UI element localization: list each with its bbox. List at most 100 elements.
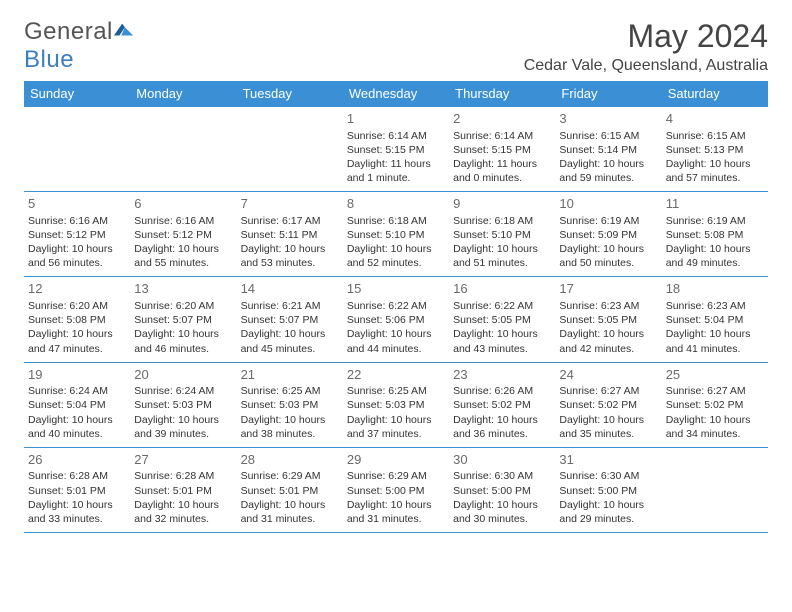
sunrise-line: Sunrise: 6:27 AM (666, 384, 764, 398)
daylight-line: Daylight: 11 hours and 0 minutes. (453, 157, 551, 185)
daylight-line: Daylight: 10 hours and 50 minutes. (559, 242, 657, 270)
daylight-line: Daylight: 10 hours and 53 minutes. (241, 242, 339, 270)
sunset-line: Sunset: 5:04 PM (28, 398, 126, 412)
sunrise-line: Sunrise: 6:23 AM (559, 299, 657, 313)
sunset-line: Sunset: 5:11 PM (241, 228, 339, 242)
day-number: 15 (347, 280, 445, 298)
header: GeneralBlue May 2024 Cedar Vale, Queensl… (24, 18, 768, 75)
sunset-line: Sunset: 5:07 PM (241, 313, 339, 327)
day-number: 12 (28, 280, 126, 298)
sunset-line: Sunset: 5:01 PM (241, 484, 339, 498)
sunset-line: Sunset: 5:03 PM (241, 398, 339, 412)
calendar-week: 26Sunrise: 6:28 AMSunset: 5:01 PMDayligh… (24, 447, 768, 532)
sunset-line: Sunset: 5:02 PM (453, 398, 551, 412)
calendar-day: 14Sunrise: 6:21 AMSunset: 5:07 PMDayligh… (237, 277, 343, 362)
daylight-line: Daylight: 10 hours and 30 minutes. (453, 498, 551, 526)
day-header: Monday (130, 81, 236, 107)
calendar-week: 5Sunrise: 6:16 AMSunset: 5:12 PMDaylight… (24, 192, 768, 277)
calendar-week: 12Sunrise: 6:20 AMSunset: 5:08 PMDayligh… (24, 277, 768, 362)
calendar-day: 20Sunrise: 6:24 AMSunset: 5:03 PMDayligh… (130, 362, 236, 447)
daylight-line: Daylight: 10 hours and 39 minutes. (134, 413, 232, 441)
day-number: 29 (347, 451, 445, 469)
day-number: 2 (453, 110, 551, 128)
daylight-line: Daylight: 10 hours and 51 minutes. (453, 242, 551, 270)
day-number: 28 (241, 451, 339, 469)
daylight-line: Daylight: 10 hours and 33 minutes. (28, 498, 126, 526)
calendar-table: SundayMondayTuesdayWednesdayThursdayFrid… (24, 81, 768, 533)
sunrise-line: Sunrise: 6:14 AM (347, 129, 445, 143)
day-number: 30 (453, 451, 551, 469)
daylight-line: Daylight: 10 hours and 29 minutes. (559, 498, 657, 526)
sunrise-line: Sunrise: 6:25 AM (347, 384, 445, 398)
day-header: Saturday (662, 81, 768, 107)
sunset-line: Sunset: 5:00 PM (453, 484, 551, 498)
daylight-line: Daylight: 10 hours and 57 minutes. (666, 157, 764, 185)
sunrise-line: Sunrise: 6:24 AM (134, 384, 232, 398)
calendar-day: 29Sunrise: 6:29 AMSunset: 5:00 PMDayligh… (343, 447, 449, 532)
calendar-day: 7Sunrise: 6:17 AMSunset: 5:11 PMDaylight… (237, 192, 343, 277)
sunset-line: Sunset: 5:02 PM (559, 398, 657, 412)
calendar-day: 18Sunrise: 6:23 AMSunset: 5:04 PMDayligh… (662, 277, 768, 362)
calendar-day: 26Sunrise: 6:28 AMSunset: 5:01 PMDayligh… (24, 447, 130, 532)
day-number: 13 (134, 280, 232, 298)
calendar-day: 17Sunrise: 6:23 AMSunset: 5:05 PMDayligh… (555, 277, 661, 362)
calendar-day: 10Sunrise: 6:19 AMSunset: 5:09 PMDayligh… (555, 192, 661, 277)
sunrise-line: Sunrise: 6:26 AM (453, 384, 551, 398)
sunset-line: Sunset: 5:15 PM (453, 143, 551, 157)
daylight-line: Daylight: 10 hours and 45 minutes. (241, 327, 339, 355)
sunrise-line: Sunrise: 6:27 AM (559, 384, 657, 398)
sunrise-line: Sunrise: 6:16 AM (134, 214, 232, 228)
calendar-day: 8Sunrise: 6:18 AMSunset: 5:10 PMDaylight… (343, 192, 449, 277)
daylight-line: Daylight: 10 hours and 55 minutes. (134, 242, 232, 270)
sunset-line: Sunset: 5:01 PM (28, 484, 126, 498)
sunset-line: Sunset: 5:00 PM (347, 484, 445, 498)
day-number: 5 (28, 195, 126, 213)
daylight-line: Daylight: 10 hours and 32 minutes. (134, 498, 232, 526)
day-number: 31 (559, 451, 657, 469)
daylight-line: Daylight: 10 hours and 47 minutes. (28, 327, 126, 355)
calendar-day: 19Sunrise: 6:24 AMSunset: 5:04 PMDayligh… (24, 362, 130, 447)
calendar-day: 23Sunrise: 6:26 AMSunset: 5:02 PMDayligh… (449, 362, 555, 447)
sunset-line: Sunset: 5:12 PM (134, 228, 232, 242)
daylight-line: Daylight: 10 hours and 56 minutes. (28, 242, 126, 270)
sunrise-line: Sunrise: 6:14 AM (453, 129, 551, 143)
sunrise-line: Sunrise: 6:20 AM (134, 299, 232, 313)
sunrise-line: Sunrise: 6:16 AM (28, 214, 126, 228)
day-header: Sunday (24, 81, 130, 107)
sunset-line: Sunset: 5:05 PM (453, 313, 551, 327)
sunrise-line: Sunrise: 6:19 AM (559, 214, 657, 228)
calendar-day-empty (662, 447, 768, 532)
calendar-day: 6Sunrise: 6:16 AMSunset: 5:12 PMDaylight… (130, 192, 236, 277)
sunrise-line: Sunrise: 6:29 AM (241, 469, 339, 483)
sunset-line: Sunset: 5:08 PM (28, 313, 126, 327)
daylight-line: Daylight: 10 hours and 34 minutes. (666, 413, 764, 441)
sunset-line: Sunset: 5:15 PM (347, 143, 445, 157)
day-number: 8 (347, 195, 445, 213)
calendar-day: 15Sunrise: 6:22 AMSunset: 5:06 PMDayligh… (343, 277, 449, 362)
day-number: 18 (666, 280, 764, 298)
sunset-line: Sunset: 5:10 PM (347, 228, 445, 242)
page-title: May 2024 (524, 18, 768, 55)
sunset-line: Sunset: 5:04 PM (666, 313, 764, 327)
calendar-body: 1Sunrise: 6:14 AMSunset: 5:15 PMDaylight… (24, 107, 768, 533)
day-number: 7 (241, 195, 339, 213)
sunrise-line: Sunrise: 6:24 AM (28, 384, 126, 398)
day-number: 17 (559, 280, 657, 298)
sunrise-line: Sunrise: 6:15 AM (559, 129, 657, 143)
daylight-line: Daylight: 10 hours and 38 minutes. (241, 413, 339, 441)
sunset-line: Sunset: 5:03 PM (347, 398, 445, 412)
sunset-line: Sunset: 5:00 PM (559, 484, 657, 498)
day-header: Friday (555, 81, 661, 107)
logo-text-blue: Blue (24, 46, 74, 73)
day-number: 11 (666, 195, 764, 213)
daylight-line: Daylight: 10 hours and 43 minutes. (453, 327, 551, 355)
daylight-line: Daylight: 10 hours and 40 minutes. (28, 413, 126, 441)
calendar-day: 22Sunrise: 6:25 AMSunset: 5:03 PMDayligh… (343, 362, 449, 447)
calendar-day: 12Sunrise: 6:20 AMSunset: 5:08 PMDayligh… (24, 277, 130, 362)
calendar-day: 27Sunrise: 6:28 AMSunset: 5:01 PMDayligh… (130, 447, 236, 532)
calendar-day-empty (237, 107, 343, 192)
daylight-line: Daylight: 10 hours and 37 minutes. (347, 413, 445, 441)
sunrise-line: Sunrise: 6:23 AM (666, 299, 764, 313)
sunset-line: Sunset: 5:07 PM (134, 313, 232, 327)
daylight-line: Daylight: 11 hours and 1 minute. (347, 157, 445, 185)
